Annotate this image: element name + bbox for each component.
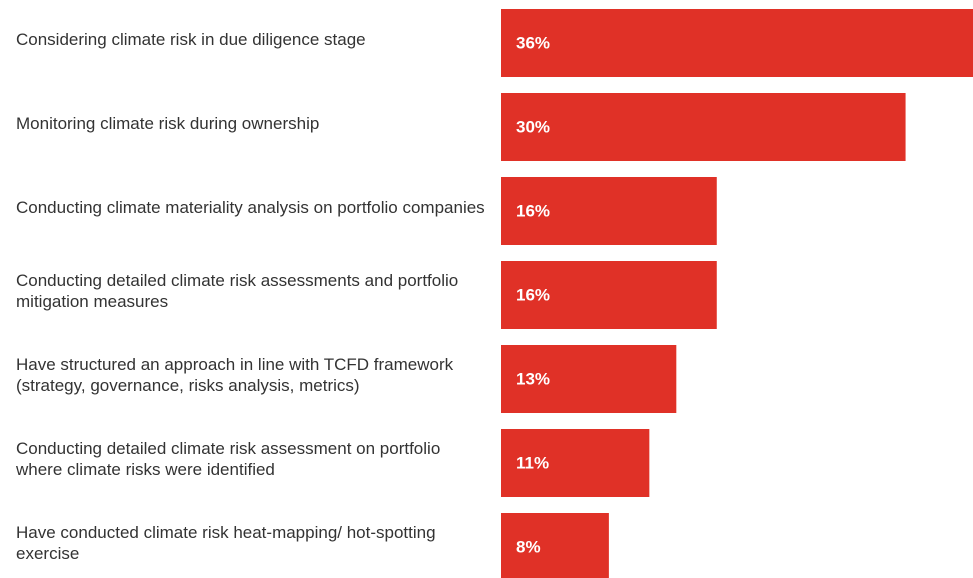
category-label: Considering climate risk in due diligenc…: [16, 29, 366, 49]
value-label: 8%: [516, 537, 541, 556]
category-label: Conducting detailed climate risk assessm…: [16, 439, 441, 479]
value-label: 13%: [516, 369, 550, 388]
bar: [501, 513, 609, 578]
value-label: 30%: [516, 117, 550, 136]
value-label: 16%: [516, 285, 550, 304]
value-label: 16%: [516, 201, 550, 220]
bar: [501, 93, 906, 161]
bar: [501, 9, 973, 77]
category-label: Have structured an approach in line with…: [16, 355, 454, 395]
value-label: 11%: [516, 453, 549, 472]
bar: [501, 177, 717, 245]
category-label: Conducting climate materiality analysis …: [16, 197, 485, 217]
bar: [501, 261, 717, 329]
category-label: Monitoring climate risk during ownership: [16, 113, 320, 133]
category-label: Conducting detailed climate risk assessm…: [16, 271, 459, 311]
bar: [501, 429, 650, 497]
bar: [501, 345, 677, 413]
value-label: 36%: [516, 33, 550, 52]
category-label: Have conducted climate risk heat-mapping…: [16, 523, 436, 563]
